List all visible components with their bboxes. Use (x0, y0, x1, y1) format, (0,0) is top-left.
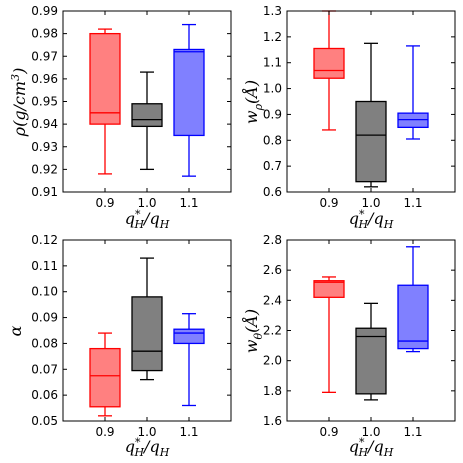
ytick-label: 0.07 (31, 362, 58, 376)
box-1.0 (131, 71, 163, 171)
ytick-label: 0.92 (31, 162, 58, 176)
panel-density-ylabel: ρ(g/cm3) (9, 68, 29, 138)
xtick-label: 1.1 (179, 425, 198, 439)
ytick-label: 0.08 (31, 336, 58, 350)
panel-width-theta-ylabel: wθ(Å) (241, 309, 265, 353)
ytick-label: 0.9 (263, 107, 282, 121)
ytick-label: 0.8 (263, 133, 282, 147)
box-1.1 (173, 23, 205, 177)
ytick-label: 0.96 (31, 72, 58, 86)
ytick-label: 0.93 (31, 140, 58, 154)
xtick-label: 0.9 (319, 425, 338, 439)
panel-density-xlabel: q* H/qH (125, 208, 170, 231)
iqr-box (313, 280, 345, 298)
xtick-label: 1.1 (403, 425, 422, 439)
iqr-box (173, 48, 205, 137)
ytick-label: 0.7 (263, 159, 282, 173)
ytick-label: 0.97 (31, 49, 58, 63)
ytick-label: 0.05 (31, 414, 58, 428)
ytick-label: 2.8 (263, 233, 282, 247)
ytick-label: 0.95 (31, 95, 58, 109)
iqr-box (131, 103, 163, 128)
panel-width-theta: 1.6 1.8 2.0 2.2 2.4 2.6 2.8 0.9 1.0 1.1 wθ(Å) q* H… (241, 233, 456, 459)
panel-width-rho-xlabel: q* H/qH (349, 208, 394, 231)
xtick-label: 0.9 (95, 196, 114, 210)
ytick-label: 2.6 (263, 263, 282, 277)
panel-density-ticks: 0.91 0.92 0.93 0.94 0.95 0.96 0.97 0.98 0.99 0.9 1… (31, 4, 231, 210)
box-1.0 (131, 257, 163, 381)
xtick-label: 1.0 (361, 196, 380, 210)
panel-density: 0.91 0.92 0.93 0.94 0.95 0.96 0.97 0.98 0.99 0.9 1… (9, 4, 232, 231)
iqr-box (397, 284, 429, 350)
panel-alpha-ylabel: α (6, 325, 25, 336)
ytick-label: 0.11 (31, 259, 58, 273)
xtick-label: 0.9 (95, 425, 114, 439)
panel-width-rho: 0.60.70.80.91.01.11.21.30.9 1.0 1.1 wρ(Å) … (241, 4, 456, 231)
ytick-label: 0.99 (31, 4, 58, 18)
ytick-label: 1.2 (263, 30, 282, 44)
ytick-label: 2.2 (263, 324, 282, 338)
iqr-box (89, 32, 121, 125)
ytick-label: 0.06 (31, 388, 58, 402)
iqr-box (131, 296, 163, 372)
ytick-label: 1.6 (263, 414, 282, 428)
xtick-label: 1.0 (361, 425, 380, 439)
box-1.0 (355, 42, 387, 188)
box-1.1 (397, 45, 429, 140)
panel-width-theta-ticks: 1.6 1.8 2.0 2.2 2.4 2.6 2.8 0.9 1.0 1.1 (263, 233, 455, 439)
ytick-label: 2.4 (263, 293, 282, 307)
xtick-label: 1.0 (137, 425, 156, 439)
panel-density-boxes (89, 23, 205, 177)
iqr-box (89, 347, 121, 408)
box-1.1 (397, 246, 429, 353)
ytick-label: 0.09 (31, 311, 58, 325)
panel-width-rho-ylabel: wρ(Å) (241, 80, 265, 124)
panel-alpha-xlabel: q* H/qH (125, 436, 170, 459)
ytick-label: 2.0 (263, 354, 282, 368)
box-0.9 (89, 332, 121, 417)
ytick-label: 0.98 (31, 27, 58, 41)
xtick-label: 1.0 (137, 196, 156, 210)
ytick-label: 0.12 (31, 233, 58, 247)
ytick-label: 1.3 (263, 4, 282, 18)
box-0.9 (89, 28, 121, 175)
iqr-box (355, 327, 387, 395)
xtick-label: 0.9 (319, 196, 338, 210)
ytick-label: 1.1 (263, 56, 282, 70)
box-0.9 (313, 276, 345, 393)
panel-width-theta-boxes (313, 246, 429, 401)
box-1.1 (173, 313, 205, 407)
ytick-label: 0.94 (31, 117, 58, 131)
iqr-box (313, 47, 345, 79)
ytick-label: 1.0 (263, 82, 282, 96)
box-0.9 (313, 10, 345, 131)
xtick-label: 1.1 (403, 196, 422, 210)
ytick-label: 0.10 (31, 285, 58, 299)
ytick-label: 0.91 (31, 185, 58, 199)
iqr-box (355, 100, 387, 183)
panel-width-rho-ticks: 0.6 0.7 0.8 0.9 1.0 1.1 1.2 1.3 0.9 1.0 1.1 (263, 4, 455, 210)
panel-width-rho-boxes (313, 10, 429, 188)
ytick-label: 0.6 (263, 185, 282, 199)
panel-alpha-ticks: 0.05 0.06 0.07 0.08 0.09 0.10 0.11 0.12 0.9 1.0 1.… (31, 233, 231, 439)
ytick-label: 1.8 (263, 384, 282, 398)
panel-alpha: 0.05 0.06 0.07 0.08 0.09 0.10 0.11 0.12 0.9 1.0 1.… (6, 233, 232, 459)
panel-alpha-boxes (89, 257, 205, 417)
iqr-box (173, 328, 205, 345)
xtick-label: 1.1 (179, 196, 198, 210)
panel-width-theta-xlabel: q* H/qH (349, 436, 394, 459)
box-1.0 (355, 302, 387, 401)
